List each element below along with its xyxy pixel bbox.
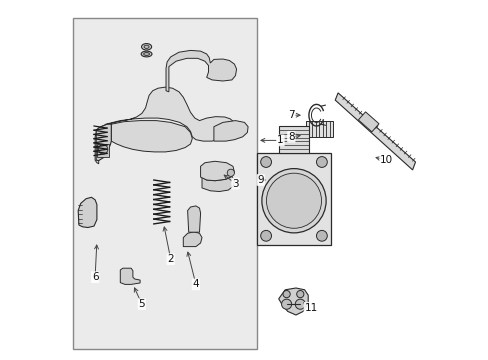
Circle shape — [227, 169, 234, 176]
Polygon shape — [120, 268, 140, 284]
Polygon shape — [257, 153, 330, 245]
Circle shape — [260, 230, 271, 241]
Text: 10: 10 — [379, 155, 392, 165]
Polygon shape — [166, 50, 236, 92]
Circle shape — [281, 299, 291, 309]
Ellipse shape — [141, 44, 151, 50]
Polygon shape — [305, 121, 332, 137]
Polygon shape — [213, 121, 247, 141]
Polygon shape — [358, 112, 378, 132]
Ellipse shape — [144, 45, 149, 49]
Polygon shape — [78, 197, 97, 228]
Text: 5: 5 — [138, 299, 145, 309]
Text: 9: 9 — [257, 175, 264, 185]
Circle shape — [98, 145, 108, 154]
Polygon shape — [278, 288, 307, 315]
Circle shape — [316, 157, 326, 167]
Ellipse shape — [143, 53, 149, 55]
Text: 2: 2 — [167, 254, 174, 264]
Circle shape — [316, 230, 326, 241]
Circle shape — [296, 291, 303, 298]
Polygon shape — [335, 93, 415, 170]
Circle shape — [262, 168, 325, 233]
Circle shape — [295, 299, 305, 309]
Circle shape — [266, 173, 321, 228]
Polygon shape — [187, 206, 200, 232]
Polygon shape — [95, 87, 235, 164]
Polygon shape — [202, 176, 234, 192]
Ellipse shape — [141, 51, 152, 57]
Text: 7: 7 — [287, 110, 294, 120]
Polygon shape — [111, 121, 192, 152]
Bar — [97, 144, 109, 157]
Polygon shape — [183, 232, 202, 247]
Bar — [73, 18, 257, 349]
Circle shape — [260, 157, 271, 167]
Text: 1: 1 — [277, 135, 283, 145]
Text: 8: 8 — [287, 132, 294, 142]
Polygon shape — [96, 124, 111, 161]
Text: 4: 4 — [192, 279, 199, 289]
Polygon shape — [200, 161, 234, 181]
Circle shape — [283, 291, 289, 298]
Text: 6: 6 — [92, 272, 98, 282]
Text: 3: 3 — [232, 179, 238, 189]
Text: 11: 11 — [304, 303, 317, 313]
Polygon shape — [279, 126, 308, 153]
